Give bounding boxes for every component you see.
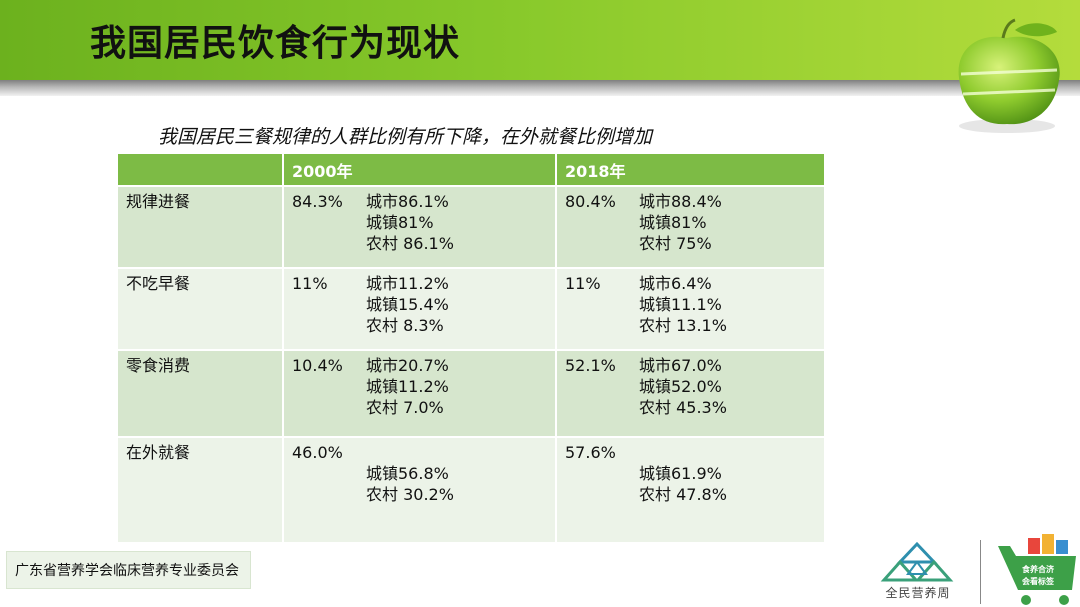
breakdown-item: 农村 86.1%: [366, 234, 454, 253]
total-value: 84.3%: [292, 192, 343, 211]
total-value: 52.1%: [565, 356, 616, 375]
breakdown-list: 城市20.7% 城镇11.2% 农村 7.0%: [366, 355, 449, 418]
breakdown-item: 城市6.4%: [639, 274, 712, 293]
cell-2000: 84.3% 城市86.1% 城镇81% 农村 86.1%: [284, 187, 557, 269]
breakdown-item: 农村 8.3%: [366, 316, 444, 335]
cell-2018: 11% 城市6.4% 城镇11.1% 农村 13.1%: [557, 269, 824, 351]
total-value: 57.6%: [565, 443, 616, 462]
logo-divider: [980, 540, 981, 604]
cart-logo-text: 食养合济: [1022, 564, 1055, 574]
cell-2018: 57.6% 城镇61.9% 农村 47.8%: [557, 438, 824, 544]
row-label: 不吃早餐: [118, 269, 284, 351]
row-label: 零食消费: [118, 351, 284, 438]
week-logo-label: 全民营养周: [885, 586, 951, 600]
breakdown-item: 城镇61.9%: [639, 464, 722, 483]
breakdown-item: 城市20.7%: [366, 356, 449, 375]
header-cell-2018: 2018年: [557, 154, 824, 187]
total-value: 10.4%: [292, 356, 343, 375]
cell-2000: 11% 城市11.2% 城镇15.4% 农村 8.3%: [284, 269, 557, 351]
breakdown-item: 农村 75%: [639, 234, 712, 253]
cell-2000: 46.0% 城镇56.8% 农村 30.2%: [284, 438, 557, 544]
diet-behavior-table: 2000年 2018年 规律进餐 84.3% 城市86.1% 城镇81% 农村 …: [118, 154, 824, 544]
breakdown-list: 城市86.1% 城镇81% 农村 86.1%: [366, 191, 454, 254]
header-shadow: [0, 80, 1080, 96]
breakdown-list: 城镇56.8% 农村 30.2%: [366, 442, 454, 505]
row-label: 在外就餐: [118, 438, 284, 544]
table-subtitle: 我国居民三餐规律的人群比例有所下降，在外就餐比例增加: [158, 126, 653, 148]
cell-2000: 10.4% 城市20.7% 城镇11.2% 农村 7.0%: [284, 351, 557, 438]
breakdown-item: 城镇81%: [366, 213, 434, 232]
green-apple-icon: [958, 18, 1060, 133]
total-value: 80.4%: [565, 192, 616, 211]
breakdown-item: 城市11.2%: [366, 274, 449, 293]
breakdown-list: 城市88.4% 城镇81% 农村 75%: [639, 191, 722, 254]
header-cell-2000: 2000年: [284, 154, 557, 187]
breakdown-list: 城镇61.9% 农村 47.8%: [639, 442, 727, 505]
breakdown-item: 城镇11.1%: [639, 295, 722, 314]
breakdown-item: 城镇81%: [639, 213, 707, 232]
table-row: 不吃早餐 11% 城市11.2% 城镇15.4% 农村 8.3% 11% 城市6…: [118, 269, 824, 351]
breakdown-item: 城市67.0%: [639, 356, 722, 375]
breakdown-item: 农村 7.0%: [366, 398, 444, 417]
header-cell-label: [118, 154, 284, 187]
table-row: 规律进餐 84.3% 城市86.1% 城镇81% 农村 86.1% 80.4% …: [118, 187, 824, 269]
cart-logo-text: 会看标签: [1022, 576, 1055, 586]
total-value: 11%: [565, 274, 601, 293]
row-label: 规律进餐: [118, 187, 284, 269]
breakdown-list: 城市11.2% 城镇15.4% 农村 8.3%: [366, 273, 449, 336]
breakdown-list: 城市67.0% 城镇52.0% 农村 45.3%: [639, 355, 727, 418]
organization-label: 广东省营养学会临床营养专业委员会: [6, 551, 251, 589]
total-value: 46.0%: [292, 443, 343, 462]
breakdown-item: 农村 45.3%: [639, 398, 727, 417]
table-row: 零食消费 10.4% 城市20.7% 城镇11.2% 农村 7.0% 52.1%…: [118, 351, 824, 438]
table-row: 在外就餐 46.0% 城镇56.8% 农村 30.2% 57.6% 城镇61.9…: [118, 438, 824, 544]
breakdown-item: 城市86.1%: [366, 192, 449, 211]
cell-2018: 80.4% 城市88.4% 城镇81% 农村 75%: [557, 187, 824, 269]
breakdown-item: 城镇15.4%: [366, 295, 449, 314]
shopping-cart-logo-icon: 食养合济 会看标签: [998, 534, 1076, 605]
cell-2018: 52.1% 城市67.0% 城镇52.0% 农村 45.3%: [557, 351, 824, 438]
breakdown-item: 农村 13.1%: [639, 316, 727, 335]
mountain-logo-icon: [880, 541, 954, 582]
breakdown-list: 城市6.4% 城镇11.1% 农村 13.1%: [639, 273, 727, 336]
header-band: [0, 0, 1080, 80]
breakdown-item: 城镇52.0%: [639, 377, 722, 396]
breakdown-item: 城镇56.8%: [366, 464, 449, 483]
breakdown-item: 城镇11.2%: [366, 377, 449, 396]
breakdown-item: 农村 47.8%: [639, 485, 727, 504]
table-header-row: 2000年 2018年: [118, 154, 824, 187]
breakdown-item: 城市88.4%: [639, 192, 722, 211]
page-title: 我国居民饮食行为现状: [90, 23, 461, 64]
total-value: 11%: [292, 274, 328, 293]
breakdown-item: 农村 30.2%: [366, 485, 454, 504]
